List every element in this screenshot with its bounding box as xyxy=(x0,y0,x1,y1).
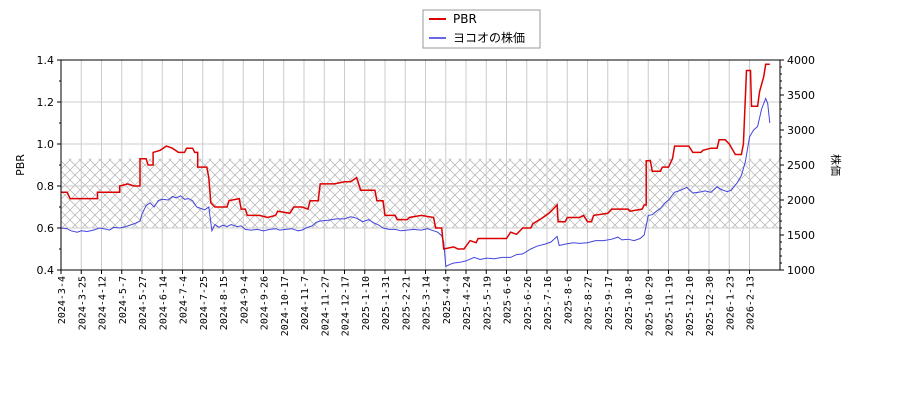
x-tick-label: 2024-11-7 xyxy=(300,276,311,330)
x-tick-label: 2024-7-4 xyxy=(179,276,190,324)
x-tick-label: 2026-2-13 xyxy=(746,276,757,330)
x-tick-label: 2025-6-26 xyxy=(523,276,534,330)
right-tick-label: 3500 xyxy=(787,89,815,102)
x-tick-label: 2025-2-21 xyxy=(401,276,412,330)
grid-lines xyxy=(60,59,780,271)
left-axis-title: PBR xyxy=(14,154,27,176)
x-tick-label: 2025-5-19 xyxy=(482,276,493,330)
right-tick-label: 4000 xyxy=(787,54,815,67)
x-tick-label: 2024-6-14 xyxy=(158,276,169,330)
x-tick-label: 2026-1-23 xyxy=(725,276,736,330)
legend-price-label: ヨコオの株価 xyxy=(453,30,525,45)
legend-pbr-label: PBR xyxy=(453,12,477,26)
x-tick-label: 2025-1-10 xyxy=(361,276,372,330)
left-tick-label: 0.8 xyxy=(37,180,55,193)
x-tick-label: 2025-12-10 xyxy=(685,276,696,336)
left-tick-label: 1.0 xyxy=(37,138,55,151)
pbr-line xyxy=(61,63,770,250)
x-tick-label: 2024-7-25 xyxy=(199,276,210,330)
left-y-axis: 0.4 0.6 0.8 1.0 1.2 1.4 xyxy=(37,54,61,277)
x-tick-label: 2024-9-26 xyxy=(260,276,271,330)
left-tick-label: 0.6 xyxy=(37,222,55,235)
x-tick-label: 2025-1-31 xyxy=(381,276,392,330)
x-tick-label: 2024-10-17 xyxy=(280,276,291,336)
x-tick-label: 2024-9-4 xyxy=(239,276,250,324)
x-tick-label: 2025-3-14 xyxy=(422,276,433,330)
legend: PBR ヨコオの株価 xyxy=(422,9,541,49)
x-tick-label: 2025-6-6 xyxy=(503,276,514,324)
x-tick-label: 2024-3-4 xyxy=(57,276,68,324)
x-tick-label: 2024-11-27 xyxy=(320,276,331,336)
right-axis-title: 株価 xyxy=(829,154,843,176)
x-tick-label: 2024-8-15 xyxy=(219,276,230,330)
x-tick-label: 2025-9-17 xyxy=(604,276,615,330)
x-tick-label: 2024-3-25 xyxy=(77,276,88,330)
x-tick-label: 2025-4-4 xyxy=(442,276,453,324)
right-tick-label: 1000 xyxy=(787,264,815,277)
left-tick-label: 0.4 xyxy=(37,264,55,277)
x-tick-label: 2025-7-16 xyxy=(543,276,554,330)
x-tick-label: 2025-10-29 xyxy=(644,276,655,336)
pbr-range-band xyxy=(61,158,780,228)
x-axis: 2024-3-4 2024-3-25 2024-4-12 2024-5-7 2024-5… xyxy=(57,270,757,336)
x-tick-label: 2024-4-12 xyxy=(98,276,109,330)
x-tick-label: 2025-8-6 xyxy=(563,276,574,324)
x-tick-label: 2025-10-8 xyxy=(624,276,635,330)
x-tick-label: 2024-5-7 xyxy=(118,276,129,324)
x-tick-label: 2025-4-24 xyxy=(462,276,473,330)
right-y-axis: 1000 1500 2000 2500 3000 3500 4000 xyxy=(780,54,815,277)
plot-area xyxy=(60,59,781,271)
x-tick-label: 2025-12-30 xyxy=(705,276,716,336)
left-tick-label: 1.4 xyxy=(37,54,55,67)
right-tick-label: 2000 xyxy=(787,194,815,207)
stock-price-line xyxy=(61,97,771,268)
right-tick-label: 3000 xyxy=(787,124,815,137)
x-tick-label: 2025-11-19 xyxy=(665,276,676,336)
right-tick-label: 1500 xyxy=(787,229,815,242)
x-tick-label: 2024-12-17 xyxy=(341,276,352,336)
right-tick-label: 2500 xyxy=(787,159,815,172)
x-tick-label: 2025-8-27 xyxy=(584,276,595,330)
x-tick-label: 2024-5-27 xyxy=(138,276,149,330)
left-tick-label: 1.2 xyxy=(37,96,55,109)
